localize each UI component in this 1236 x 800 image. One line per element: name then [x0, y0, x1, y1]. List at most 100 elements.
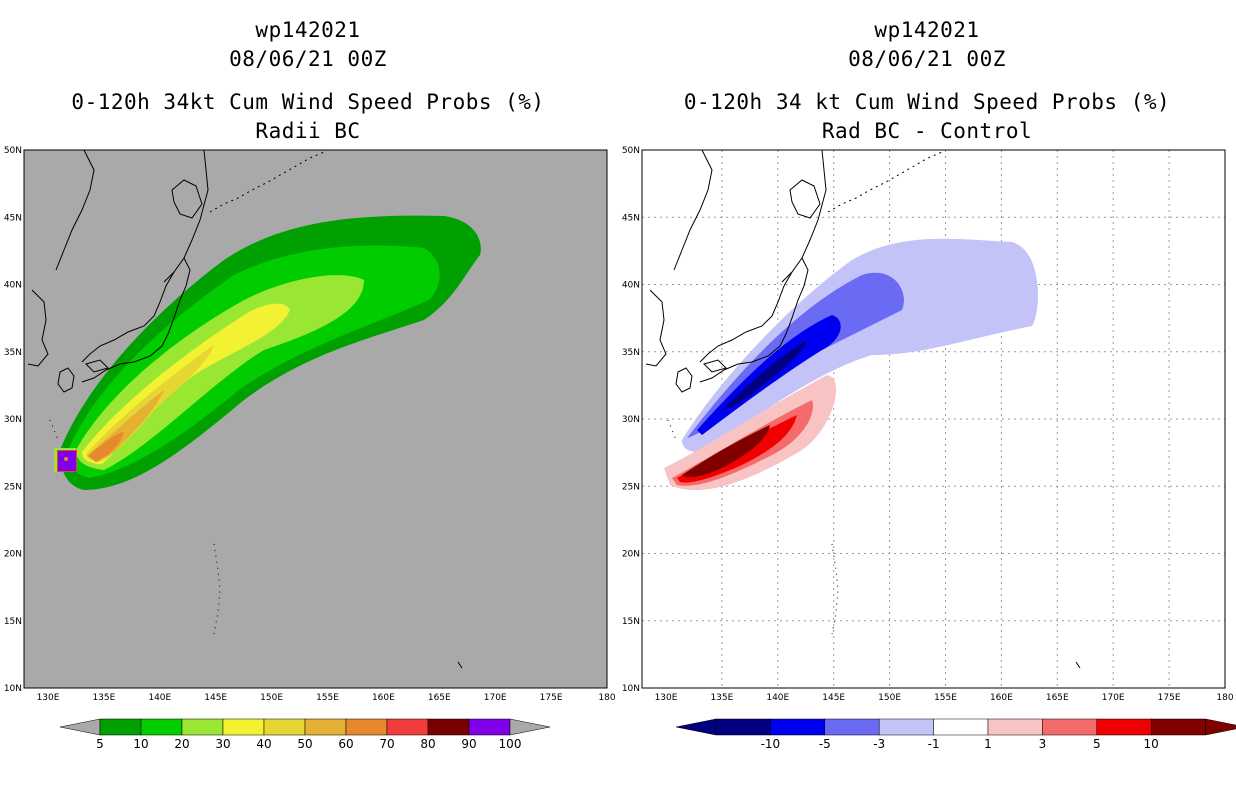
left-subtitle: 0-120h 34kt Cum Wind Speed Probs (%) [71, 90, 545, 114]
left-colorbar-label: 100 [499, 737, 522, 751]
right-colorbar-swatch [715, 718, 771, 736]
left-colorbar-swatch [345, 718, 388, 736]
left-colorbar-label: 60 [338, 737, 353, 751]
left-colorbar-low-arrow [59, 718, 101, 736]
left-probability-swath [54, 215, 481, 490]
left-lat-labels: 50N 45N 40N 35N 30N 25N 20N 15N 10N [4, 146, 22, 694]
right-lon-label: 175E [1158, 693, 1181, 703]
left-lat-label: 40N [4, 281, 22, 291]
right-date: 08/06/21 00Z [848, 47, 1006, 71]
left-date: 08/06/21 00Z [229, 47, 387, 71]
right-lon-label: 165E [1046, 693, 1069, 703]
right-colorbar-swatch [987, 718, 1043, 736]
right-lon-label: 150E [878, 693, 901, 703]
left-lon-label: 150E [260, 693, 283, 703]
left-storm-center-max [58, 451, 76, 471]
right-lon-label: 170E [1102, 693, 1125, 703]
right-colorbar-high-arrow [1205, 718, 1236, 736]
left-lon-label: 170E [484, 693, 507, 703]
right-subtitle: 0-120h 34 kt Cum Wind Speed Probs (%) [683, 90, 1171, 114]
left-colorbar-swatch [427, 718, 470, 736]
left-colorbar-swatch [304, 718, 347, 736]
left-colorbar-label: 90 [461, 737, 476, 751]
right-lat-label: 45N [622, 213, 640, 223]
left-colorbar-label: 5 [96, 737, 104, 751]
left-lon-labels: 130E 135E 140E 145E 150E 155E 160E 165E 170E 175E… [37, 693, 616, 703]
right-lon-label: 135E [710, 693, 733, 703]
left-colorbar-swatch [222, 718, 265, 736]
right-lat-label: 40N [622, 281, 640, 291]
left-lon-label: 180 [598, 693, 615, 703]
left-lat-label: 50N [4, 146, 22, 156]
right-colorbar-swatch [933, 718, 989, 736]
right-colorbar-swatch [824, 718, 880, 736]
right-colorbar-label: 5 [1093, 737, 1101, 751]
left-colorbar-label: 30 [215, 737, 230, 751]
right-lat-label: 20N [622, 550, 640, 560]
right-lat-labels: 50N 45N 40N 35N 30N 25N 20N 15N 10N [622, 146, 640, 694]
right-colorbar-swatch [1096, 718, 1152, 736]
right-colorbar-label: -10 [761, 737, 781, 751]
left-lat-label: 10N [4, 684, 22, 694]
right-colorbar-label: -1 [928, 737, 940, 751]
left-colorbar-swatch [181, 718, 224, 736]
right-colorbar-label: 1 [984, 737, 992, 751]
left-colorbar-high-arrow [509, 718, 551, 736]
left-lon-label: 160E [372, 693, 395, 703]
left-lon-label: 140E [148, 693, 171, 703]
right-lat-label: 35N [622, 348, 640, 358]
left-colorbar-label: 20 [174, 737, 189, 751]
right-colorbar-swatch [878, 718, 934, 736]
right-panel-title: wp142021 08/06/21 00Z 0-120h 34 kt Cum W… [618, 16, 1236, 146]
left-lat-label: 25N [4, 482, 22, 492]
right-difference-field [664, 238, 1038, 491]
right-lon-label: 130E [655, 693, 678, 703]
right-colorbar-label: -3 [873, 737, 885, 751]
left-storm-id: wp142021 [255, 18, 361, 42]
left-lat-label: 45N [4, 213, 22, 223]
left-lat-label: 30N [4, 415, 22, 425]
left-lon-label: 165E [428, 693, 451, 703]
right-lon-label: 145E [822, 693, 845, 703]
left-map-frame [23, 149, 608, 689]
left-panel-title: wp142021 08/06/21 00Z 0-120h 34kt Cum Wi… [0, 16, 616, 146]
left-colorbar-swatch [140, 718, 183, 736]
right-subtitle-method: Rad BC - Control [821, 119, 1033, 143]
left-lat-label: 35N [4, 348, 22, 358]
right-lat-label: 15N [622, 617, 640, 627]
left-lat-label: 15N [4, 617, 22, 627]
right-colorbar: -10 -5 -3 -1 1 3 5 10 [675, 718, 1236, 751]
left-colorbar-label: 50 [297, 737, 312, 751]
right-lon-label: 140E [766, 693, 789, 703]
left-lon-label: 145E [204, 693, 227, 703]
right-storm-id: wp142021 [874, 18, 980, 42]
right-map [641, 149, 1226, 689]
right-lat-label: 30N [622, 415, 640, 425]
right-colorbar-label: -5 [819, 737, 831, 751]
left-colorbar-label: 10 [133, 737, 148, 751]
left-lon-label: 130E [37, 693, 60, 703]
right-colorbar-swatch [1042, 718, 1098, 736]
right-lon-label: 180 [1216, 693, 1233, 703]
right-map-frame [641, 149, 1226, 689]
right-colorbar-label: 10 [1144, 737, 1159, 751]
left-map [23, 149, 608, 689]
left-subtitle-method: Radii BC [255, 119, 361, 143]
left-colorbar-swatch [386, 718, 429, 736]
left-colorbar-label: 70 [379, 737, 394, 751]
left-lon-label: 175E [540, 693, 563, 703]
left-colorbar-swatch [263, 718, 306, 736]
right-colorbar-swatch [770, 718, 826, 736]
right-colorbar-label: 3 [1039, 737, 1047, 751]
right-lat-label: 50N [622, 146, 640, 156]
left-lat-label: 20N [4, 550, 22, 560]
left-colorbar-label: 40 [256, 737, 271, 751]
right-lon-labels: 130E 135E 140E 145E 150E 155E 160E 165E 170E 175E… [655, 693, 1234, 703]
right-lon-label: 155E [934, 693, 957, 703]
left-colorbar: 5 10 20 30 40 50 60 70 80 90 100 [59, 718, 551, 751]
right-lat-label: 25N [622, 482, 640, 492]
right-colorbar-swatch [1150, 718, 1206, 736]
left-colorbar-swatch [468, 718, 511, 736]
left-lon-label: 135E [92, 693, 115, 703]
